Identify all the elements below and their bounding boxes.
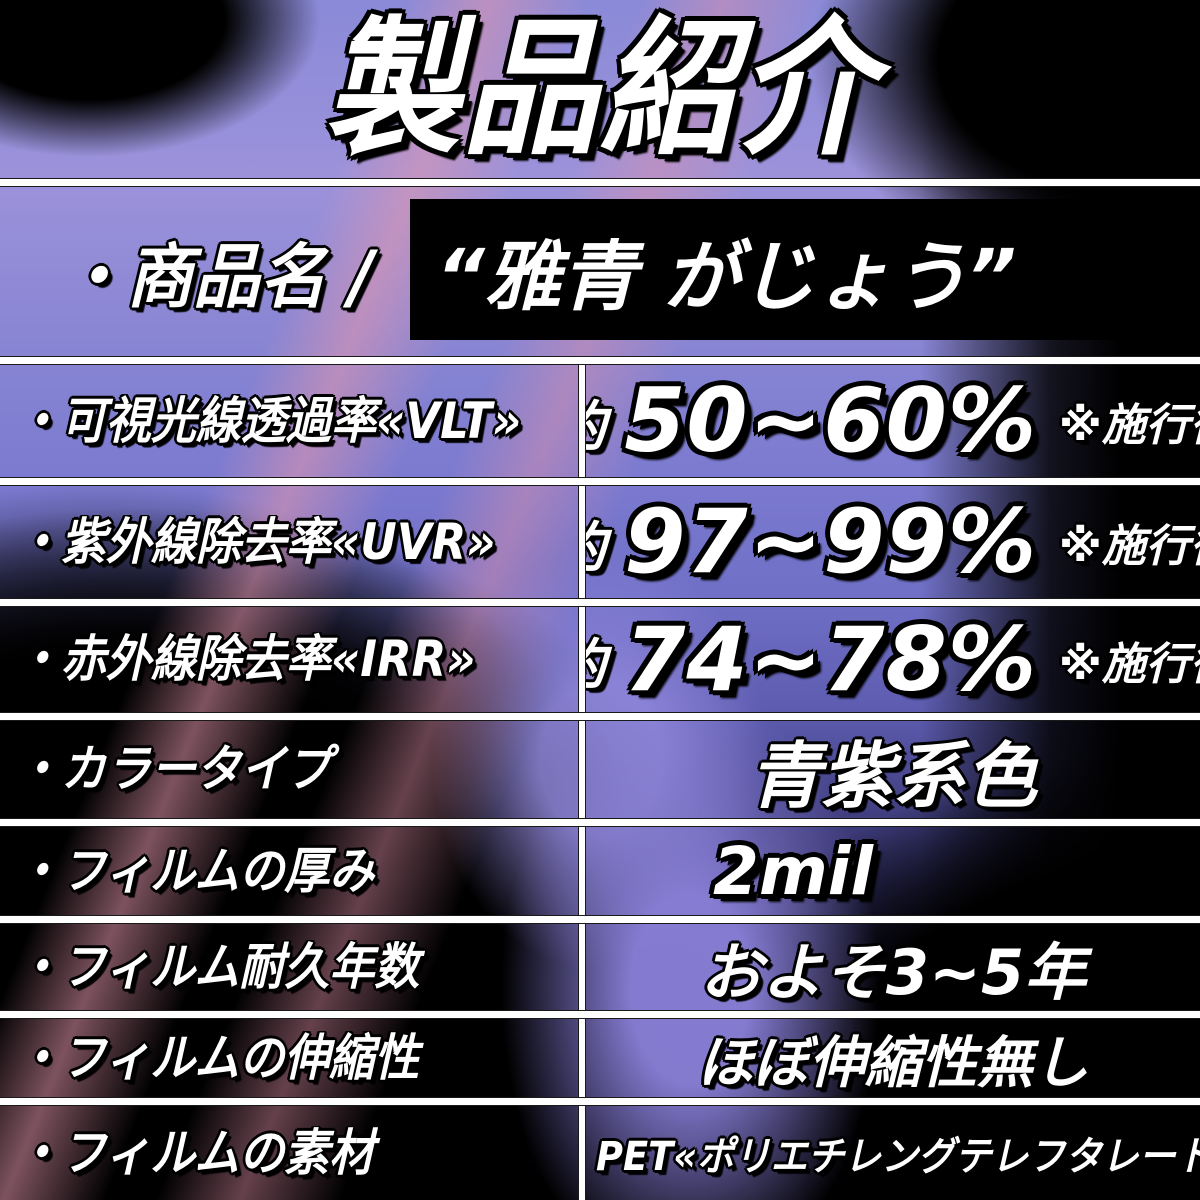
vlt-note: ※施行後	[1059, 400, 1200, 451]
column-divider	[578, 365, 586, 477]
row-uvr: ・紫外線除去率«UVR» 約 97~99% ※施行後	[0, 486, 1200, 598]
column-divider	[578, 1019, 586, 1097]
material-value: PET«ポリエチレングテレフタレート	[596, 1134, 1200, 1180]
durability-label-cell: ・フィルム耐久年数	[0, 940, 578, 995]
irr-label-cell: ・赤外線除去率«IRR»	[0, 632, 578, 687]
column-divider	[578, 1106, 586, 1200]
column-divider	[578, 486, 586, 598]
vlt-value: 50~60%	[624, 377, 1038, 465]
uvr-label: ・紫外線除去率«UVR»	[16, 514, 496, 570]
row-material: ・フィルムの素材 PET«ポリエチレングテレフタレート	[0, 1106, 1200, 1200]
divider	[0, 818, 1200, 827]
irr-prefix: 約	[586, 620, 606, 699]
divider	[0, 712, 1200, 721]
row-product-name: ・商品名 / “雅青 がじょう”	[0, 187, 1200, 356]
column-divider	[578, 827, 586, 915]
material-value-cell: PET«ポリエチレングテレフタレート	[586, 1124, 1200, 1182]
divider	[0, 178, 1200, 187]
column-divider	[578, 924, 586, 1010]
durability-label: ・フィルム耐久年数	[16, 939, 420, 995]
elasticity-value: ほぼ伸縮性無し	[697, 1030, 1089, 1096]
header: 製品紹介	[0, 0, 1200, 178]
elasticity-label: ・フィルムの伸縮性	[16, 1030, 420, 1086]
thickness-value: 2mil	[713, 832, 873, 910]
divider	[0, 477, 1200, 486]
column-divider	[578, 721, 586, 818]
row-thickness: ・フィルムの厚み 2mil	[0, 827, 1200, 915]
irr-label: ・赤外線除去率«IRR»	[16, 632, 476, 687]
elasticity-label-cell: ・フィルムの伸縮性	[0, 1031, 578, 1086]
color-type-label: ・カラータイプ	[16, 742, 331, 797]
page-title: 製品紹介	[324, 3, 876, 175]
elasticity-value-cell: ほぼ伸縮性無し	[586, 1018, 1200, 1099]
row-elasticity: ・フィルムの伸縮性 ほぼ伸縮性無し	[0, 1019, 1200, 1097]
divider	[0, 915, 1200, 924]
irr-note: ※施行後	[1059, 638, 1200, 690]
color-type-value-cell: 青紫系色	[586, 717, 1200, 822]
color-type-label-cell: ・カラータイプ	[0, 742, 578, 797]
uvr-note: ※施行後	[1059, 521, 1200, 572]
irr-value: 74~78%	[624, 615, 1038, 704]
column-divider	[578, 607, 586, 712]
row-color-type: ・カラータイプ 青紫系色	[0, 721, 1200, 818]
divider	[0, 598, 1200, 607]
vlt-prefix: 約	[586, 382, 606, 461]
row-durability: ・フィルム耐久年数 およそ3~5年	[0, 924, 1200, 1010]
uvr-value-cell: 約 97~99% ※施行後	[586, 498, 1200, 586]
uvr-value: 97~99%	[624, 498, 1038, 586]
material-label-cell: ・フィルムの素材	[0, 1126, 578, 1181]
product-name-value: “雅青 がじょう”	[436, 231, 1017, 321]
color-type-value: 青紫系色	[748, 734, 1037, 818]
product-name-label: ・商品名 /	[60, 236, 374, 318]
divider	[0, 1010, 1200, 1019]
divider	[0, 1097, 1200, 1106]
row-irr: ・赤外線除去率«IRR» 約 74~78% ※施行後	[0, 607, 1200, 712]
vlt-value-cell: 約 50~60% ※施行後	[586, 377, 1200, 465]
vlt-label: ・可視光線透過率«VLT»	[16, 393, 522, 449]
durability-value: およそ3~5年	[699, 936, 1087, 1009]
thickness-label: ・フィルムの厚み	[16, 843, 375, 899]
irr-value-cell: 約 74~78% ※施行後	[586, 616, 1200, 704]
thickness-label-cell: ・フィルムの厚み	[0, 844, 578, 899]
durability-value-cell: およそ3~5年	[586, 922, 1200, 1012]
divider	[0, 356, 1200, 365]
uvr-label-cell: ・紫外線除去率«UVR»	[0, 515, 578, 570]
uvr-prefix: 約	[586, 503, 606, 582]
thickness-value-cell: 2mil	[586, 833, 1200, 910]
product-name-box: “雅青 がじょう”	[410, 199, 1200, 340]
row-vlt: ・可視光線透過率«VLT» 約 50~60% ※施行後	[0, 365, 1200, 477]
material-label: ・フィルムの素材	[16, 1125, 375, 1181]
vlt-label-cell: ・可視光線透過率«VLT»	[0, 394, 578, 449]
